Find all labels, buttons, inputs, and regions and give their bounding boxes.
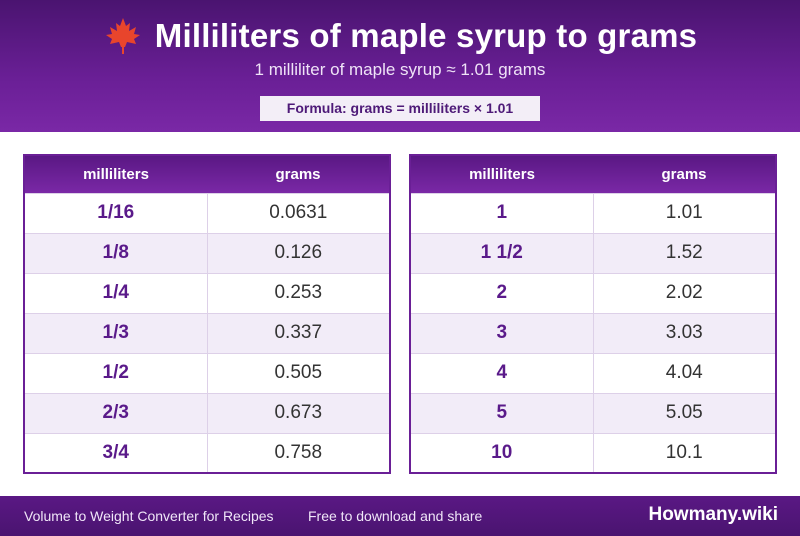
table-header-row: milliliters grams	[24, 155, 390, 193]
footer-share-note: Free to download and share	[308, 508, 483, 524]
table-row: 1 1.01	[410, 192, 776, 233]
column-header-milliliters: milliliters	[24, 155, 207, 193]
header: Milliliters of maple syrup to grams 1 mi…	[0, 0, 800, 132]
column-header-milliliters: milliliters	[410, 155, 593, 193]
table-row: 1/16 0.0631	[24, 192, 390, 233]
table-row: 3/4 0.758	[24, 432, 390, 473]
table-row: 1/4 0.253	[24, 272, 390, 313]
milliliters-cell: 5	[410, 392, 594, 433]
milliliters-cell: 10	[410, 432, 594, 473]
title-row: Milliliters of maple syrup to grams	[0, 14, 800, 58]
table-row: 1/8 0.126	[24, 232, 390, 273]
milliliters-cell: 4	[410, 352, 594, 393]
milliliters-cell: 2/3	[24, 392, 208, 433]
grams-cell: 2.02	[593, 272, 776, 313]
page-title: Milliliters of maple syrup to grams	[154, 17, 698, 54]
table-row: 4 4.04	[410, 352, 776, 393]
table-header-row: milliliters grams	[410, 155, 776, 193]
grams-cell: 0.0631	[207, 192, 390, 233]
grams-cell: 5.05	[593, 392, 776, 433]
subtitle: 1 milliliter of maple syrup ≈ 1.01 grams	[254, 60, 546, 79]
formula-badge: Formula: grams = milliliters × 1.01	[260, 96, 540, 121]
milliliters-cell: 1/2	[24, 352, 208, 393]
milliliters-cell: 1/3	[24, 312, 208, 353]
grams-cell: 3.03	[593, 312, 776, 353]
column-header-grams: grams	[207, 155, 390, 193]
footer-description: Volume to Weight Converter for Recipes	[24, 508, 274, 524]
table-row: 3 3.03	[410, 312, 776, 353]
table-row: 1/2 0.505	[24, 352, 390, 393]
maple-leaf-icon	[105, 18, 140, 54]
milliliters-cell: 1/4	[24, 272, 208, 313]
table-row: 10 10.1	[410, 432, 776, 473]
grams-cell: 0.337	[207, 312, 390, 353]
milliliters-cell: 1	[410, 192, 594, 233]
table-row: 1 1/2 1.52	[410, 232, 776, 273]
column-header-grams: grams	[593, 155, 776, 193]
table-row: 2/3 0.673	[24, 392, 390, 433]
grams-cell: 1.01	[593, 192, 776, 233]
milliliters-cell: 2	[410, 272, 594, 313]
conversion-table-right: milliliters grams 1 1.01 1 1/2 1.52 2 2.…	[409, 154, 777, 474]
grams-cell: 0.126	[207, 232, 390, 273]
table-row: 1/3 0.337	[24, 312, 390, 353]
conversion-table-left: milliliters grams 1/16 0.0631 1/8 0.126 …	[23, 154, 391, 474]
milliliters-cell: 1/8	[24, 232, 208, 273]
grams-cell: 0.758	[207, 432, 390, 473]
footer: Volume to Weight Converter for Recipes F…	[0, 496, 800, 536]
milliliters-cell: 3/4	[24, 432, 208, 473]
table-row: 5 5.05	[410, 392, 776, 433]
grams-cell: 4.04	[593, 352, 776, 393]
grams-cell: 0.505	[207, 352, 390, 393]
table-row: 2 2.02	[410, 272, 776, 313]
brand-logo-text[interactable]: Howmany.wiki	[648, 504, 778, 525]
grams-cell: 0.673	[207, 392, 390, 433]
grams-cell: 10.1	[593, 432, 776, 473]
milliliters-cell: 1 1/2	[410, 232, 594, 273]
grams-cell: 1.52	[593, 232, 776, 273]
grams-cell: 0.253	[207, 272, 390, 313]
milliliters-cell: 3	[410, 312, 594, 353]
milliliters-cell: 1/16	[24, 192, 208, 233]
